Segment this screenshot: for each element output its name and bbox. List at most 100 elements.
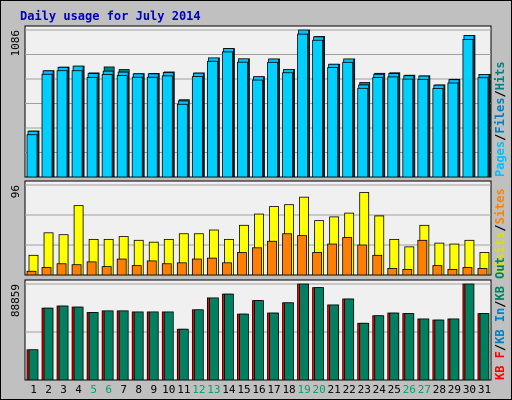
x-tick-label-7: 7 [120,383,127,396]
bar-sites-12 [191,258,202,276]
bar-pages-30 [462,39,474,178]
bar-sites-13 [206,257,217,276]
panel-requests-legend: Pages/Files/Hits [493,61,507,177]
bar-sites-22 [342,237,353,276]
panel-visitors-ymax-label: 96 [9,185,22,198]
bar-kbout-25 [389,312,400,381]
bar-pages-8 [131,76,143,178]
x-tick-label-25: 25 [388,383,401,396]
bar-sites-16 [252,247,262,276]
x-tick-label-21: 21 [328,383,341,396]
bar-sites-25 [387,268,398,276]
bar-sites-9 [146,260,157,276]
bar-pages-10 [161,75,173,178]
bar-pages-26 [402,78,414,178]
bar-pages-17 [267,61,278,178]
bar-kbout-7 [118,310,129,381]
bar-sites-21 [327,243,338,276]
panel-visitors-legend-item: / [493,224,507,231]
x-tick-label-8: 8 [135,383,142,396]
panel-requests-legend-item: Files [493,98,507,134]
x-tick-label-22: 22 [343,383,356,396]
bar-kbout-9 [148,311,159,381]
bar-sites-17 [267,240,277,276]
panel-visitors: 96 Visits/Sites [9,180,507,276]
bar-sites-29 [447,268,458,276]
x-tick-label-9: 9 [150,383,157,396]
bar-pages-21 [327,67,339,178]
chart-title: Daily usage for July 2014 [20,9,201,23]
bar-sites-14 [222,262,232,276]
bar-sites-18 [282,233,292,276]
bar-sites-4 [71,264,82,276]
bar-sites-31 [477,268,488,276]
x-tick-label-18: 18 [282,383,295,396]
bar-sites-27 [417,239,428,276]
x-tick-label-1: 1 [30,383,37,396]
bar-pages-19 [297,33,308,178]
panel-requests-legend-item: / [493,90,507,97]
x-tick-label-10: 10 [162,383,175,396]
bar-sites-7 [116,258,127,276]
bar-kbout-31 [479,313,490,381]
x-tick-label-4: 4 [75,383,82,396]
bar-sites-15 [237,252,247,276]
bar-kbout-28 [434,319,445,381]
panel-volume-legend-item: KB F [493,351,507,380]
bar-sites-5 [86,261,97,276]
bar-pages-12 [191,76,203,178]
bar-pages-24 [372,77,384,178]
bar-sites-2 [41,267,52,276]
bar-kbout-20 [314,287,325,381]
bar-pages-22 [342,61,354,178]
panel-requests-ymax-label: 1086 [9,30,22,57]
x-tick-label-27: 27 [418,383,431,396]
bar-pages-25 [387,76,399,178]
panel-volume-legend-item: KB In [493,308,507,344]
bar-kbout-27 [419,318,430,381]
bar-sites-23 [357,244,368,276]
x-tick-label-3: 3 [60,383,67,396]
bar-sites-24 [372,254,383,276]
bar-pages-29 [447,82,459,178]
x-tick-label-17: 17 [267,383,280,396]
bar-sites-19 [297,235,307,276]
bar-kbout-26 [404,313,415,381]
bar-kbout-22 [344,298,355,381]
bar-kbout-2 [43,307,54,381]
bar-pages-5 [86,76,98,178]
bar-pages-3 [56,70,68,178]
bar-pages-14 [222,51,233,178]
bar-kbout-6 [103,310,114,381]
bar-sites-20 [312,252,323,276]
panel-visitors-legend-item: Sites [493,188,507,224]
bar-pages-31 [477,77,489,178]
bar-kbout-1 [28,349,39,381]
panel-visitors-legend: Visits/Sites [493,188,507,275]
bar-kbout-17 [269,312,279,381]
bar-pages-6 [101,74,113,178]
bar-kbout-29 [449,318,460,381]
bar-pages-15 [237,61,248,178]
bar-kbout-11 [178,328,189,381]
bar-pages-13 [206,60,218,178]
bar-sites-26 [402,268,413,276]
panel-requests-legend-item: Hits [493,61,507,90]
x-tick-label-16: 16 [252,383,265,396]
x-tick-label-30: 30 [463,383,476,396]
bar-pages-7 [116,75,128,178]
x-tick-label-12: 12 [192,383,205,396]
bar-kbout-16 [254,300,264,381]
bar-pages-2 [41,73,53,178]
bar-pages-23 [357,87,369,178]
bar-kbout-10 [163,311,174,381]
panel-visitors-legend-item: Visits [493,232,507,275]
x-tick-label-6: 6 [105,383,112,396]
bar-sites-8 [131,265,142,276]
bar-pages-18 [282,72,293,178]
bar-kbout-12 [193,309,204,381]
bar-sites-10 [161,263,172,276]
bar-kbout-3 [58,305,69,381]
